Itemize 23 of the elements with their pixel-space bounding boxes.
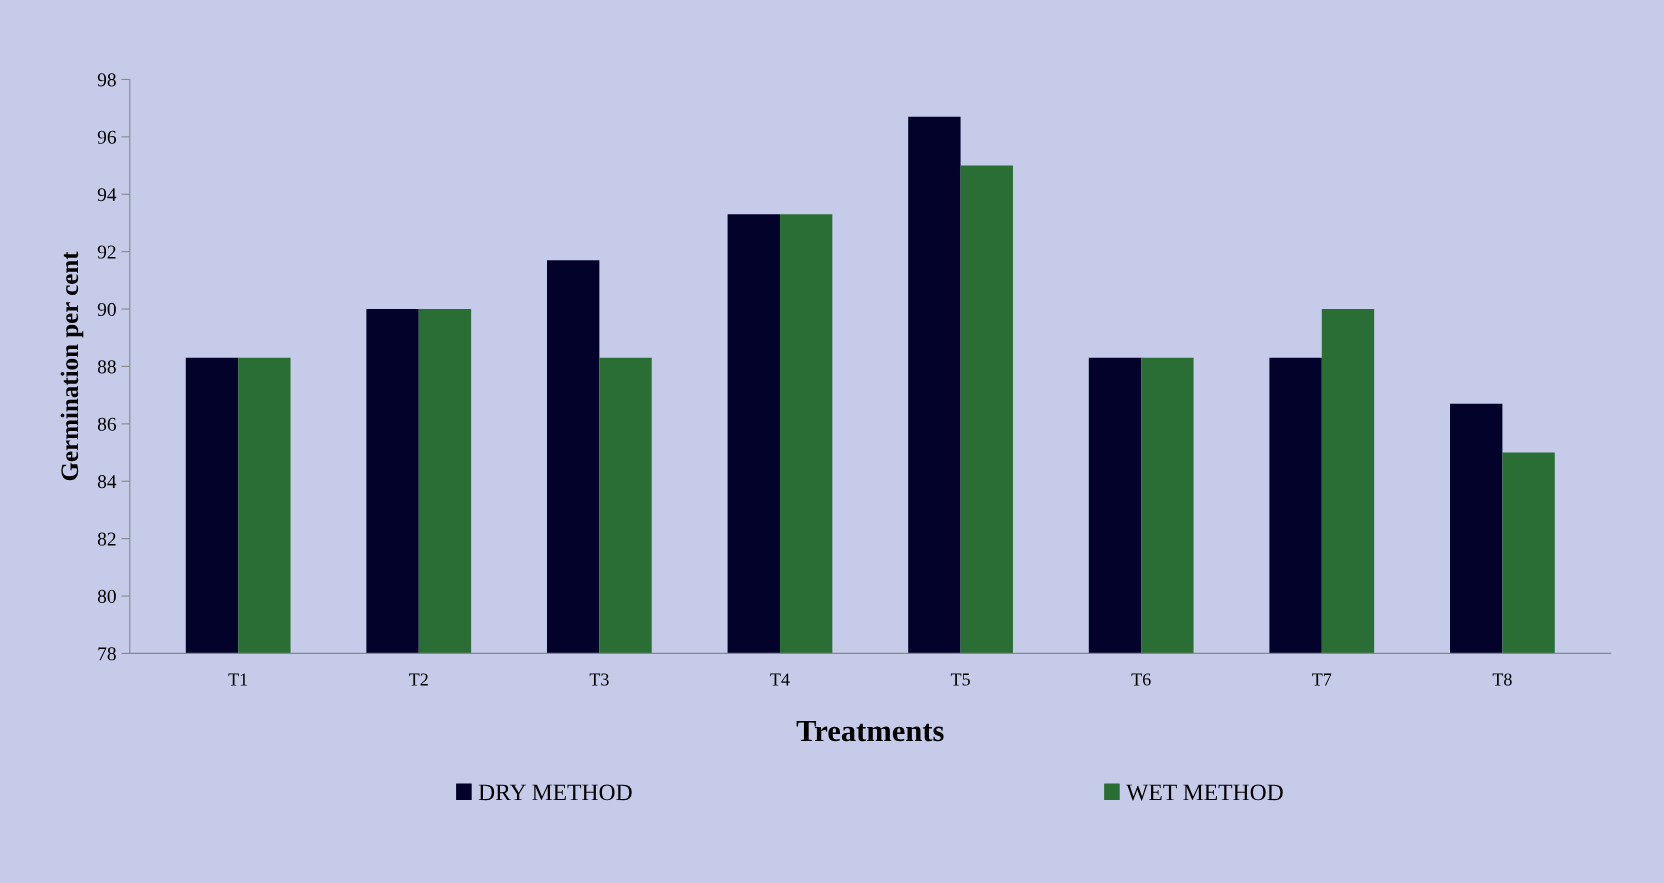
y-axis-title: Germination per cent [60, 251, 84, 481]
y-tick-label: 80 [97, 589, 116, 603]
y-tick-label: 94 [97, 188, 117, 202]
x-tick-label: T8 [1492, 673, 1512, 686]
x-tick-label: T5 [950, 673, 970, 686]
x-tick-label: T3 [589, 673, 609, 686]
x-tick-label: T7 [1312, 673, 1332, 686]
y-tick-label: 78 [98, 647, 116, 661]
y-tick-label: 98 [97, 73, 116, 87]
legend-label: WET METHOD [1126, 784, 1283, 801]
y-tick-label: 84 [97, 475, 117, 489]
y-tick-label: 90 [97, 302, 116, 316]
y-tick-label: 92 [97, 245, 116, 259]
x-tick-label: T2 [409, 673, 428, 686]
x-tick-label: T6 [1131, 673, 1151, 686]
y-tick-label: 82 [97, 532, 116, 546]
legend-label: DRY METHOD [478, 784, 632, 801]
y-tick-label: 96 [97, 130, 117, 144]
y-tick-label: 88 [97, 360, 116, 374]
x-axis-title: Treatments [796, 720, 944, 742]
x-tick-label: T4 [770, 673, 790, 686]
x-tick-label: T1 [228, 673, 248, 686]
y-tick-label: 86 [97, 417, 117, 431]
